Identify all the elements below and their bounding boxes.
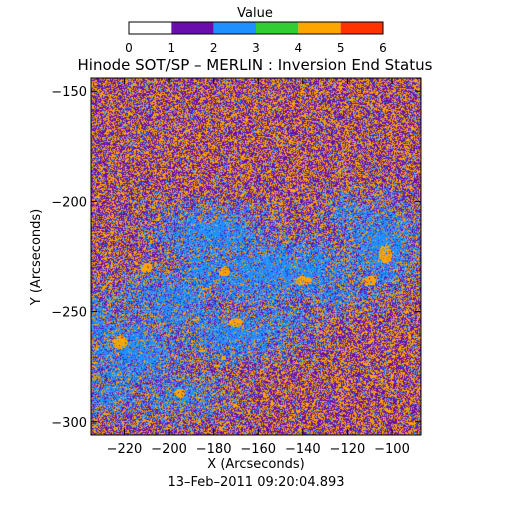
x-tick-label: −220: [107, 442, 143, 457]
colorbar-tick-label: 5: [337, 41, 345, 55]
colorbar-tick-label: 1: [168, 41, 176, 55]
y-tick-label: −300: [51, 416, 87, 431]
x-tick-label: −140: [285, 442, 321, 457]
x-tick-label: −120: [330, 442, 366, 457]
colorbar-segment: [213, 22, 256, 34]
colorbar-label: Value: [237, 6, 273, 21]
y-tick-label: −200: [51, 195, 87, 210]
heatmap: [91, 78, 421, 435]
colorbar-segment: [298, 22, 341, 34]
y-axis-label: Y (Arcseconds): [29, 209, 44, 306]
x-tick-label: −200: [151, 442, 187, 457]
timestamp: 13–Feb–2011 09:20:04.893: [167, 475, 344, 490]
y-axis-ticks: −150 −200 −250 −300: [51, 85, 421, 431]
x-tick-label: −100: [374, 442, 410, 457]
chart-title: Hinode SOT/SP – MERLIN : Inversion End S…: [78, 56, 433, 74]
x-axis-label: X (Arcseconds): [207, 457, 304, 472]
y-tick-label: −150: [51, 85, 87, 100]
y-tick-label: −250: [51, 306, 87, 321]
colorbar-segment: [256, 22, 299, 34]
colorbar-ticks: 0 1 2 3 4 5 6: [125, 41, 387, 55]
colorbar-segment: [340, 22, 383, 34]
colorbar-frame: [128, 21, 384, 35]
x-tick-label: −180: [196, 442, 232, 457]
colorbar-segment: [129, 22, 172, 34]
plot-frame: [90, 77, 422, 436]
colorbar-segment: [171, 22, 214, 34]
x-tick-label: −160: [240, 442, 276, 457]
colorbar-tick-label: 3: [252, 41, 260, 55]
colorbar-tick-label: 6: [379, 41, 387, 55]
x-axis-ticks: −220 −200 −180 −160 −140 −120 −100: [107, 78, 410, 457]
colorbar: [128, 21, 384, 35]
colorbar-tick-label: 2: [210, 41, 218, 55]
colorbar-tick-label: 4: [295, 41, 303, 55]
colorbar-tick-label: 0: [125, 41, 133, 55]
